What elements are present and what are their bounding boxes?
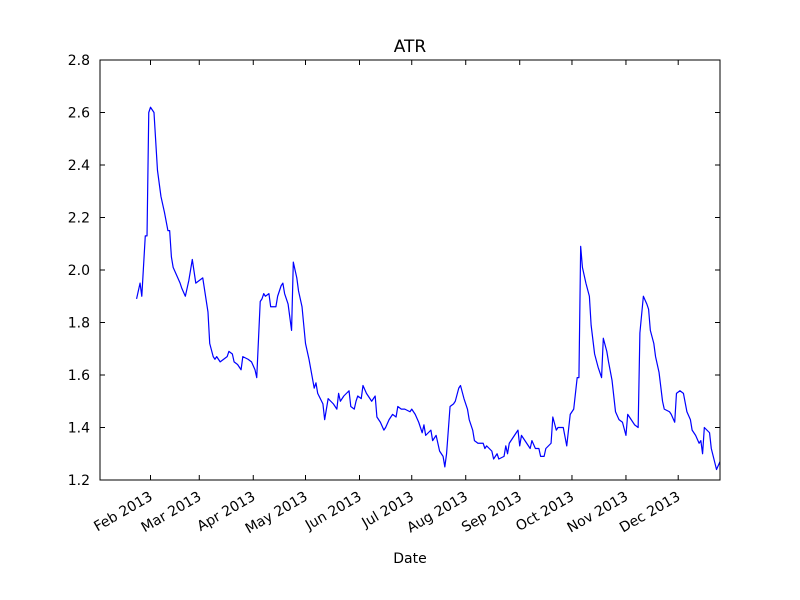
plot-frame	[99, 59, 721, 481]
y-tick-label: 1.2	[68, 473, 90, 489]
line-series	[135, 106, 721, 471]
y-tick-label: 1.8	[68, 316, 90, 332]
y-tick-label: 1.4	[68, 421, 90, 437]
y-tick-label: 2.0	[68, 263, 90, 279]
y-tick-label: 2.8	[68, 53, 90, 69]
y-tick-label: 2.6	[68, 106, 90, 122]
y-tick-label: 1.6	[68, 368, 90, 384]
y-tick-label: 2.4	[68, 158, 90, 174]
chart-title: ATR	[394, 37, 427, 57]
y-tick-label: 2.2	[68, 211, 90, 227]
x-axis-label: Date	[393, 551, 426, 567]
